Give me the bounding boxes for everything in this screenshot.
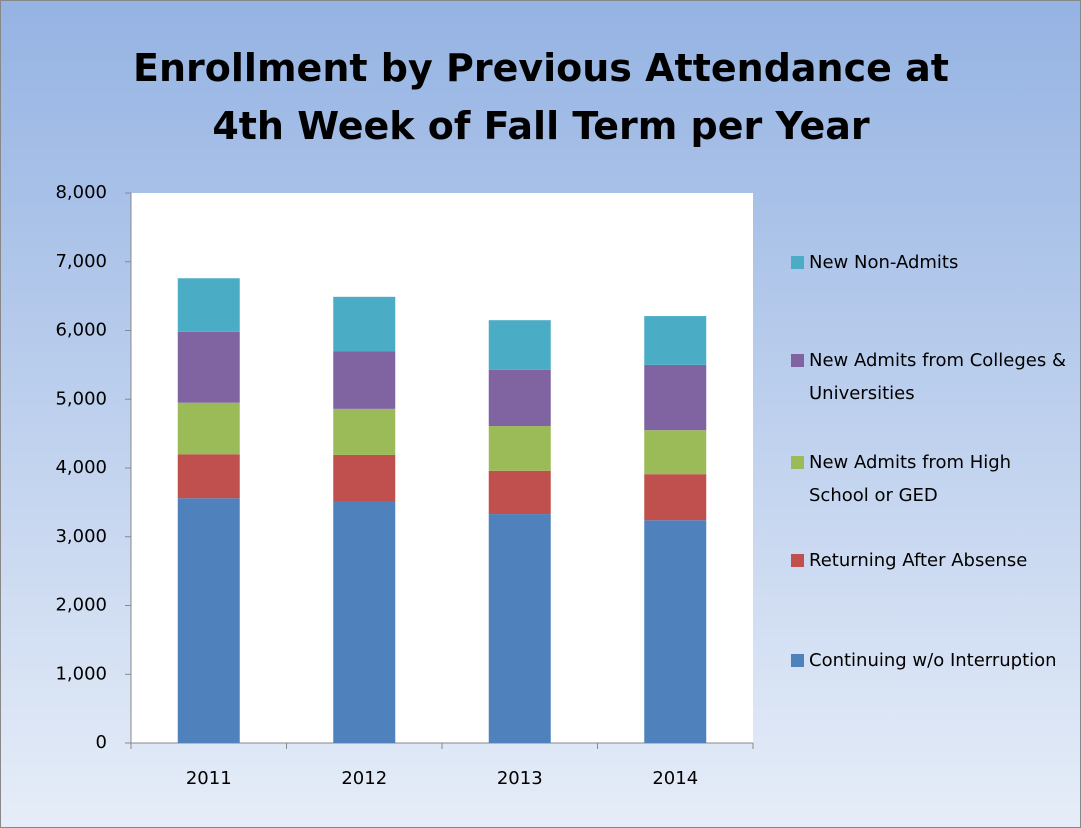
y-tick-label: 0: [96, 732, 107, 753]
y-tick-label: 8,000: [55, 182, 107, 203]
bar-segment: [177, 278, 240, 332]
chart-title: Enrollment by Previous Attendance at 4th…: [133, 46, 949, 148]
y-tick-label: 4,000: [55, 457, 107, 478]
bar-segment: [488, 426, 551, 471]
bar-segment: [488, 369, 551, 427]
bar-segment: [644, 316, 707, 365]
legend-label: Returning After Absense: [809, 550, 1028, 571]
bar-segment: [177, 402, 240, 455]
bar-segment: [333, 454, 396, 501]
legend-label: Continuing w/o Interruption: [809, 650, 1057, 671]
bar-segment: [644, 430, 707, 475]
y-tick-label: 2,000: [55, 595, 107, 616]
legend-label: New Non-Admits: [809, 252, 959, 273]
bar-segment: [488, 514, 551, 743]
y-tick-label: 3,000: [55, 526, 107, 547]
x-tick-label: 2012: [341, 768, 387, 789]
bar-segment: [333, 408, 396, 455]
bar-segment: [644, 520, 707, 743]
bar-segment: [333, 351, 396, 409]
legend-swatch: [791, 256, 804, 269]
bar-segment: [333, 296, 396, 352]
legend-entry: New Admits from Colleges & Universities: [791, 344, 1071, 410]
legend-entry: Returning After Absense: [791, 544, 1071, 577]
legend-swatch: [791, 554, 804, 567]
bar-segment: [644, 364, 707, 431]
legend-swatch: [791, 456, 804, 469]
legend-entry: New Admits from High School or GED: [791, 446, 1071, 512]
x-tick-label: 2013: [497, 768, 543, 789]
y-tick-label: 5,000: [55, 388, 107, 409]
legend-entry: Continuing w/o Interruption: [791, 644, 1071, 677]
y-tick-label: 7,000: [55, 251, 107, 272]
x-tick-label: 2014: [652, 768, 698, 789]
legend-label: New Admits from Colleges & Universities: [809, 350, 1067, 404]
bar-segment: [488, 470, 551, 515]
bar-segment: [177, 454, 240, 499]
y-tick-label: 1,000: [55, 663, 107, 684]
legend-swatch: [791, 654, 804, 667]
bar-segment: [644, 474, 707, 521]
legend-label: New Admits from High School or GED: [809, 452, 1012, 506]
x-tick-label: 2011: [186, 768, 232, 789]
bar-segment: [177, 331, 240, 403]
legend-entry: New Non-Admits: [791, 246, 1071, 279]
bar-segment: [488, 320, 551, 370]
legend-swatch: [791, 354, 804, 367]
bar-segment: [333, 501, 396, 743]
y-tick-label: 6,000: [55, 320, 107, 341]
bar-segment: [177, 498, 240, 743]
